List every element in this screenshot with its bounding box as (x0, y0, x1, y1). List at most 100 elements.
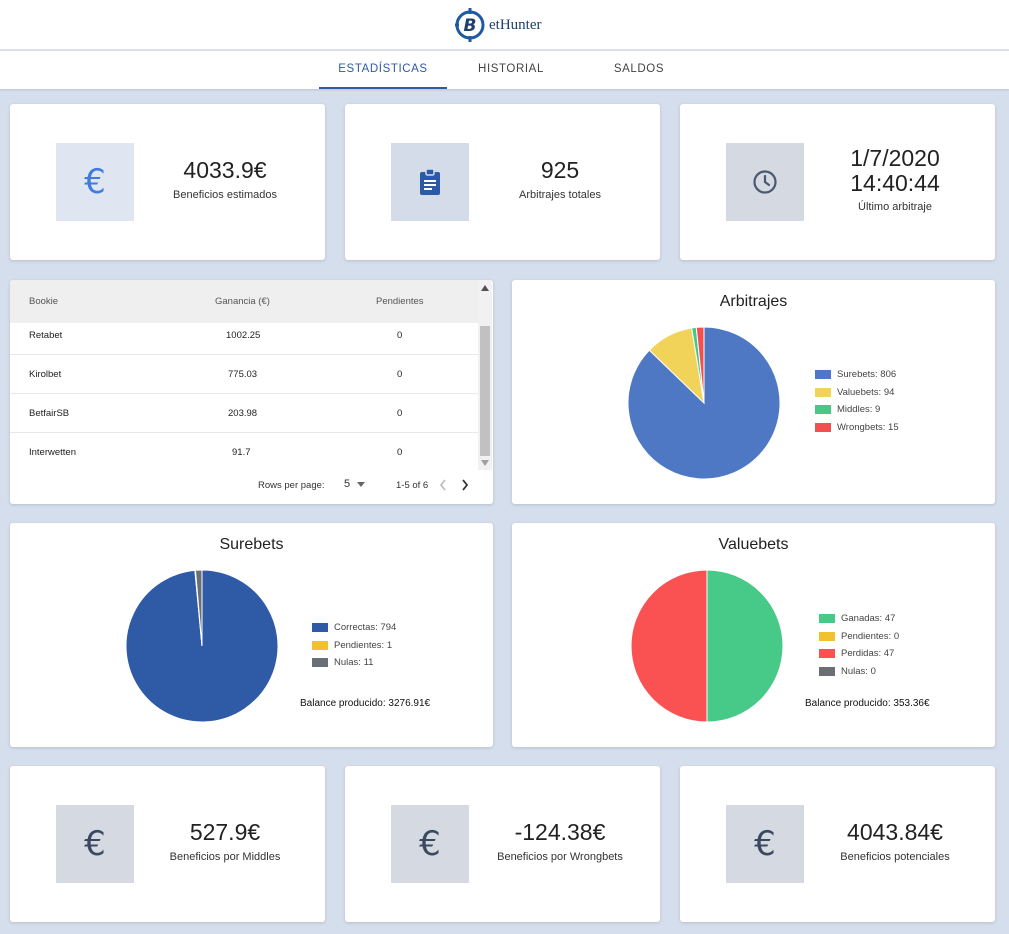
balance-producido: Balance producido: 353.36€ (805, 698, 930, 709)
legend-item-pendientes[interactable]: Pendientes: 1 (312, 640, 392, 651)
tab-saldos[interactable]: SALDOS (613, 63, 665, 75)
cell-bookie: Kirolbet (29, 369, 62, 380)
legend-label: Correctas: 794 (334, 622, 397, 633)
legend-label: Nulas: 0 (841, 665, 876, 677)
balance-producido: Balance producido: 3276.91€ (300, 698, 431, 709)
cell-pendientes: 0 (397, 330, 403, 341)
scroll-down-arrow-icon[interactable] (481, 460, 489, 466)
rows-per-page-value: 5 (344, 478, 351, 490)
logo-crosshair-icon: B (455, 8, 485, 42)
legend-swatch (312, 658, 328, 667)
cell-bookie: Retabet (29, 330, 63, 341)
stat-label: Arbitrajes totales (519, 189, 601, 201)
legend-item-surebets[interactable]: Surebets: 806 (815, 369, 896, 380)
surebets-pie (125, 569, 279, 723)
stat-value: -124.38€ (514, 819, 606, 845)
pie-slice-ganadas[interactable] (706, 569, 784, 723)
legend-label: Pendientes: 1 (334, 639, 393, 651)
legend-swatch (819, 666, 835, 676)
pie-slice-perdidas[interactable] (630, 569, 708, 723)
stat-label: Beneficios por Wrongbets (497, 851, 623, 863)
stat-card-beneficios-wrongbets: € -124.38€ Beneficios por Wrongbets (345, 766, 660, 922)
cell-pendientes: 0 (397, 408, 403, 419)
legend-label: Perdidas: 47 (841, 648, 895, 659)
stat-value: 527.9€ (189, 819, 261, 845)
stat-card-ultimo-arbitraje: 1/7/2020 14:40:44 Último arbitraje (680, 104, 995, 260)
cell-ganancia: 91.7 (232, 447, 251, 458)
chevron-right-icon[interactable] (461, 479, 469, 491)
chart-title: Valuebets (718, 536, 789, 553)
tab-historial[interactable]: HISTORIAL (478, 63, 544, 75)
cell-pendientes: 0 (397, 447, 403, 458)
stat-value: 4043.84€ (847, 819, 943, 845)
column-header-bookie[interactable]: Bookie (29, 296, 59, 307)
chevron-left-icon[interactable] (439, 479, 447, 491)
stat-icon-box: € (56, 143, 134, 221)
clipboard-icon (420, 168, 440, 195)
legend-label: Nulas: 11 (334, 657, 374, 668)
stat-card-beneficios-potenciales: € 4043.84€ Beneficios potenciales (680, 766, 995, 922)
main-tabs: ESTADÍSTICAS HISTORIAL SALDOS (0, 51, 1009, 89)
stat-card-arbitrajes-totales: 925 Arbitrajes totales (345, 104, 660, 260)
stat-label: Beneficios potenciales (840, 851, 950, 863)
table-row[interactable]: Kirolbet 775.03 0 (10, 355, 478, 394)
caret-down-icon (357, 481, 366, 487)
logo-letter: B (464, 16, 477, 36)
stat-card-beneficios-estimados: € 4033.9€ Beneficios estimados (10, 104, 325, 260)
euro-icon: € (84, 162, 106, 202)
stat-value-time: 14:40:44 (850, 170, 940, 196)
stat-card-beneficios-middles: € 527.9€ Beneficios por Middles (10, 766, 325, 922)
euro-icon: € (754, 824, 776, 864)
stat-icon-box (726, 143, 804, 221)
legend-item-wrongbets[interactable]: Wrongbets: 15 (815, 422, 899, 433)
rows-per-page-label: Rows per page: (258, 480, 325, 491)
legend-item-nulas[interactable]: Nulas: 11 (312, 657, 373, 668)
stat-label: Beneficios estimados (173, 189, 277, 201)
legend-item-nulas[interactable]: Nulas: 0 (819, 666, 876, 677)
surebets-chart-card: Surebets Correctas: 794 Pendientes: 1 Nula… (10, 523, 493, 747)
bethunter-logo[interactable]: B etHunter (454, 6, 541, 44)
scroll-up-arrow-icon[interactable] (481, 285, 489, 291)
cell-bookie: BetfairSB (29, 408, 70, 419)
legend-item-middles[interactable]: Middles: 9 (815, 404, 880, 415)
table-row[interactable]: Retabet 1002.25 0 (10, 316, 478, 355)
table-row[interactable]: Interwetten 91.7 0 (10, 433, 478, 472)
cell-bookie: Interwetten (29, 447, 76, 458)
logo-text: etHunter (489, 16, 542, 33)
cell-ganancia: 1002.25 (226, 330, 261, 341)
euro-icon: € (419, 824, 441, 864)
legend-item-valuebets[interactable]: Valuebets: 94 (815, 387, 894, 398)
scrollbar-thumb[interactable] (480, 326, 490, 456)
legend-label: Valuebets: 94 (837, 386, 895, 398)
legend-item-perdidas[interactable]: Perdidas: 47 (819, 648, 894, 659)
clock-icon (753, 170, 777, 194)
legend-item-correctas[interactable]: Correctas: 794 (312, 622, 396, 633)
table-row[interactable]: BetfairSB 203.98 0 (10, 394, 478, 433)
stat-icon-box: € (726, 805, 804, 883)
pie-slice-wrongbets[interactable] (695, 326, 705, 404)
cell-ganancia: 775.03 (228, 369, 258, 380)
table-scrollbar[interactable] (478, 280, 492, 470)
legend-swatch (312, 623, 328, 632)
legend-label: Wrongbets: 15 (837, 421, 899, 433)
legend-label: Ganadas: 47 (841, 613, 896, 624)
legend-label: Middles: 9 (837, 404, 881, 415)
rows-per-page-select[interactable]: 5 (344, 478, 366, 490)
stat-value-date: 1/7/2020 (850, 145, 940, 171)
column-header-pendientes[interactable]: Pendientes (376, 296, 424, 307)
legend-item-ganadas[interactable]: Ganadas: 47 (819, 613, 895, 624)
pie-slice-nulas[interactable] (194, 569, 203, 647)
stat-value: 4033.9€ (183, 157, 267, 183)
app-header: B etHunter (0, 0, 1009, 50)
column-header-ganancia[interactable]: Ganancia (€) (215, 296, 270, 307)
tab-estadisticas[interactable]: ESTADÍSTICAS (319, 51, 447, 89)
cell-ganancia: 203.98 (228, 408, 258, 419)
stat-icon-box: € (56, 805, 134, 883)
euro-icon: € (84, 824, 106, 864)
pagination-range: 1-5 of 6 (396, 480, 429, 491)
legend-swatch (815, 387, 831, 397)
table-pagination: Rows per page: 5 1-5 of 6 (10, 470, 492, 504)
stat-icon-box: € (391, 805, 469, 883)
legend-swatch (815, 405, 831, 414)
legend-item-pendientes[interactable]: Pendientes: 0 (819, 631, 899, 642)
